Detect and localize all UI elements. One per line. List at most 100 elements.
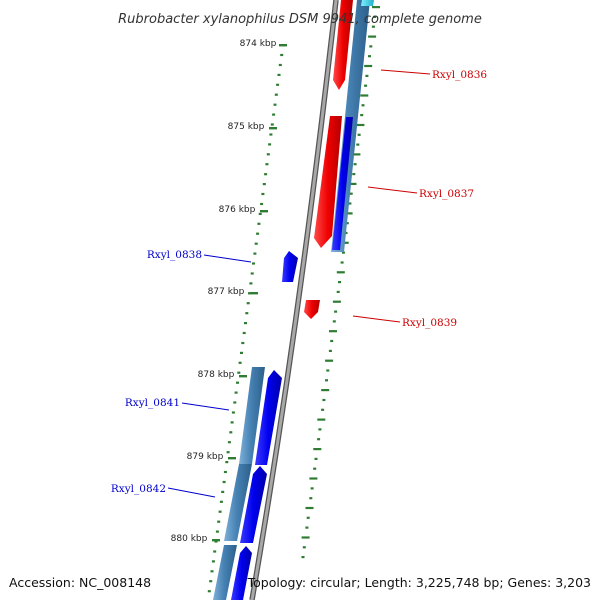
tick-mark-major	[360, 94, 369, 97]
tick-mark-major	[305, 506, 314, 510]
tick-mark-minor	[265, 163, 269, 166]
tick-mark-minor	[310, 487, 314, 490]
tick-mark-major	[336, 271, 345, 274]
gene-leader-line	[181, 402, 230, 411]
gene-label-rxyl-0842[interactable]: Rxyl_0842	[111, 483, 166, 495]
tick-mark-major	[325, 359, 334, 362]
gene-arrow-rxyl-0837[interactable]	[314, 116, 342, 248]
tick-mark-major	[301, 536, 310, 539]
tick-mark-minor	[268, 143, 272, 146]
tick-mark-minor	[270, 123, 274, 126]
tick-mark-minor	[325, 379, 328, 382]
tick-mark-minor	[252, 262, 255, 265]
tick-mark-minor	[256, 232, 260, 235]
tick-mark-minor	[217, 520, 221, 523]
gene-label-rxyl-0836[interactable]: Rxyl_0836	[432, 69, 487, 81]
tick-mark-minor	[336, 290, 340, 293]
tick-mark-minor	[314, 457, 318, 460]
tick-mark-major	[352, 153, 361, 156]
tick-mark-minor	[257, 222, 261, 225]
tick-mark-minor	[338, 281, 341, 284]
tick-mark-minor	[237, 371, 241, 374]
tick-mark-minor	[261, 192, 265, 196]
gene-arrow-rxyl-0838[interactable]	[282, 251, 298, 282]
gene-label-rxyl-0838[interactable]: Rxyl_0838	[147, 249, 202, 261]
tick-mark-minor	[264, 173, 268, 176]
gene-label-rxyl-0839[interactable]: Rxyl_0839	[402, 317, 457, 329]
gene-arrow-rxyl-0837-inner[interactable]	[332, 117, 353, 250]
tick-marks-outer	[207, 44, 285, 593]
tick-mark-major	[239, 375, 247, 378]
tick-mark-minor	[269, 133, 273, 136]
tick-mark-minor	[230, 421, 234, 424]
tick-mark-minor	[238, 361, 242, 364]
tick-mark-minor	[240, 351, 243, 354]
tick-mark-minor	[266, 153, 270, 156]
tick-mark-major	[279, 44, 287, 47]
tick-mark-minor	[260, 202, 264, 206]
tick-mark-major	[321, 389, 330, 392]
tick-mark-minor	[365, 74, 369, 77]
gene-leader-line	[367, 186, 418, 194]
tick-mark-minor	[225, 461, 229, 464]
gene-arrow-next[interactable]	[231, 546, 252, 600]
tick-mark-minor	[360, 114, 364, 117]
cds-band[interactable]	[224, 464, 252, 541]
tick-mark-minor	[246, 302, 250, 305]
tick-mark-major	[372, 6, 380, 9]
tick-mark-major	[368, 35, 377, 38]
gene-arrow-rxyl-0841[interactable]	[255, 370, 282, 465]
tick-mark-minor	[278, 63, 282, 67]
genome-summary-text: Topology: circular; Length: 3,225,748 bp…	[247, 575, 591, 590]
tick-mark-minor	[241, 341, 245, 345]
gene-label-rxyl-0841[interactable]: Rxyl_0841	[125, 397, 180, 409]
tick-mark-minor	[340, 261, 344, 264]
tick-mark-major	[309, 477, 318, 480]
tick-mark-major	[212, 539, 220, 542]
tick-mark-minor	[332, 320, 336, 323]
cds-band[interactable]	[213, 545, 237, 600]
gene-arrow-rxyl-0842[interactable]	[240, 466, 267, 543]
feature-track	[207, 0, 380, 600]
scale-label: 880 kbp	[171, 534, 208, 544]
genome-backbone	[249, 0, 339, 600]
tick-mark-minor	[280, 53, 284, 57]
gene-arrow-rxyl-0836[interactable]	[333, 0, 353, 90]
tick-mark-minor	[330, 339, 334, 343]
tick-mark-major	[260, 210, 268, 213]
scale-label: 876 kbp	[219, 205, 256, 215]
map-title: Rubrobacter xylanophilus DSM 9941, compl…	[118, 12, 482, 27]
tick-mark-minor	[368, 55, 371, 58]
tick-mark-minor	[322, 398, 326, 402]
tick-mark-minor	[209, 580, 213, 583]
tick-mark-major	[228, 457, 236, 460]
cds-band[interactable]	[239, 367, 265, 464]
cds-band-cyan[interactable]	[361, 0, 374, 6]
tick-mark-minor	[344, 231, 348, 235]
tick-mark-minor	[373, 15, 377, 18]
tick-mark-minor	[313, 467, 317, 470]
gene-label-rxyl-0837[interactable]: Rxyl_0837	[419, 188, 474, 200]
gene-arrow-rxyl-0839[interactable]	[304, 300, 320, 319]
scale-labels: 874 kbp 875 kbp 876 kbp 877 kbp 878 kbp 879 k…	[171, 39, 287, 544]
scale-label: 875 kbp	[228, 122, 265, 132]
tick-mark-minor	[334, 310, 338, 313]
tick-mark-minor	[356, 143, 360, 146]
gene-leader-line	[167, 487, 216, 498]
tick-mark-minor	[353, 163, 357, 166]
tick-mark-minor	[231, 411, 235, 414]
tick-mark-minor	[211, 560, 215, 563]
scale-label: 878 kbp	[198, 370, 235, 380]
tick-mark-major	[348, 182, 357, 185]
tick-mark-major	[269, 127, 277, 130]
scale-label: 877 kbp	[208, 287, 245, 297]
tick-mark-minor	[348, 202, 352, 205]
tick-mark-minor	[371, 25, 375, 28]
tick-mark-minor	[242, 331, 246, 335]
gene-leader-line	[203, 254, 252, 263]
tick-mark-major	[313, 448, 322, 451]
tick-mark-minor	[349, 192, 353, 195]
tick-mark-minor	[229, 431, 233, 434]
tick-mark-minor	[302, 546, 306, 549]
tick-mark-minor	[309, 497, 313, 500]
